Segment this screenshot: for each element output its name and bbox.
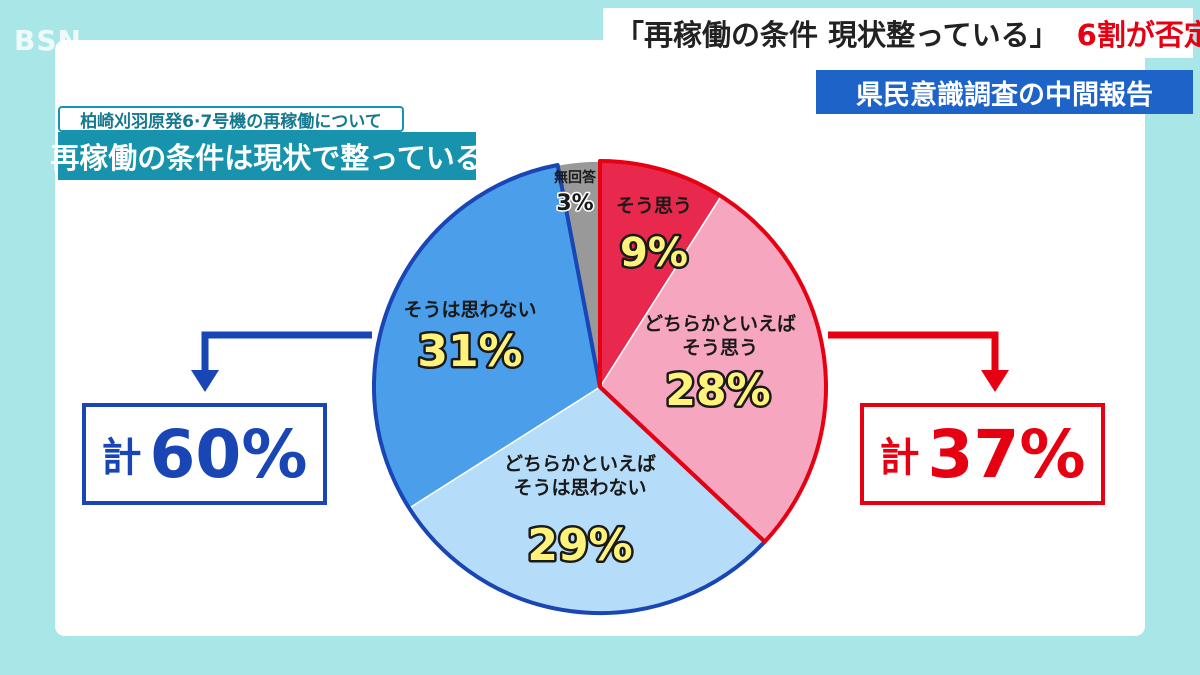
positive-total-arrow	[828, 331, 1009, 392]
negative-total-arrow	[191, 331, 372, 392]
slice-label: どちらかといえば	[504, 453, 656, 475]
question-statement-label: 再稼働の条件は現状で整っている	[50, 132, 484, 180]
headline-banner: 「再稼働の条件 現状整っている」 6割が否定的	[603, 8, 1200, 58]
total-negative-box: 計 60%	[82, 403, 327, 505]
slice-label: 無回答	[554, 169, 597, 186]
total-positive-prefix: 計	[879, 435, 920, 481]
slice-label: そうは思わない	[513, 477, 646, 499]
subheadline-banner: 県民意識調査の中間報告	[816, 70, 1193, 114]
question-context-label: 柏崎刈羽原発6·7号機の再稼働について	[58, 106, 404, 132]
group-outlines	[372, 159, 828, 615]
positive-group-outline	[598, 159, 828, 544]
headline-main: 「再稼働の条件 現状整っている」	[615, 18, 1059, 52]
slice-label: そうは思わない	[403, 299, 536, 321]
slice-value: 31%	[417, 326, 522, 377]
slice-value: 29%	[527, 520, 632, 571]
slice-label: どちらかといえば	[644, 313, 796, 335]
slice-value: 28%	[665, 365, 770, 416]
slice-label: そう思う	[616, 195, 692, 217]
total-negative-value: 60%	[149, 415, 308, 493]
total-positive-value: 37%	[927, 415, 1086, 493]
total-positive-box: 計 37%	[860, 403, 1105, 505]
slice-labels: そう思う9%どちらかといえばそう思う28%どちらかといえばそうは思わない29%そ…	[403, 169, 796, 574]
total-negative-prefix: 計	[101, 435, 142, 481]
slice-label: そう思う	[682, 337, 758, 359]
total-arrows	[191, 331, 1009, 392]
slice-value: 3%	[556, 191, 593, 216]
negative-group-outline	[372, 163, 767, 615]
headline-accent: 6割が否定的	[1076, 18, 1200, 52]
slice-value: 9%	[620, 230, 688, 276]
